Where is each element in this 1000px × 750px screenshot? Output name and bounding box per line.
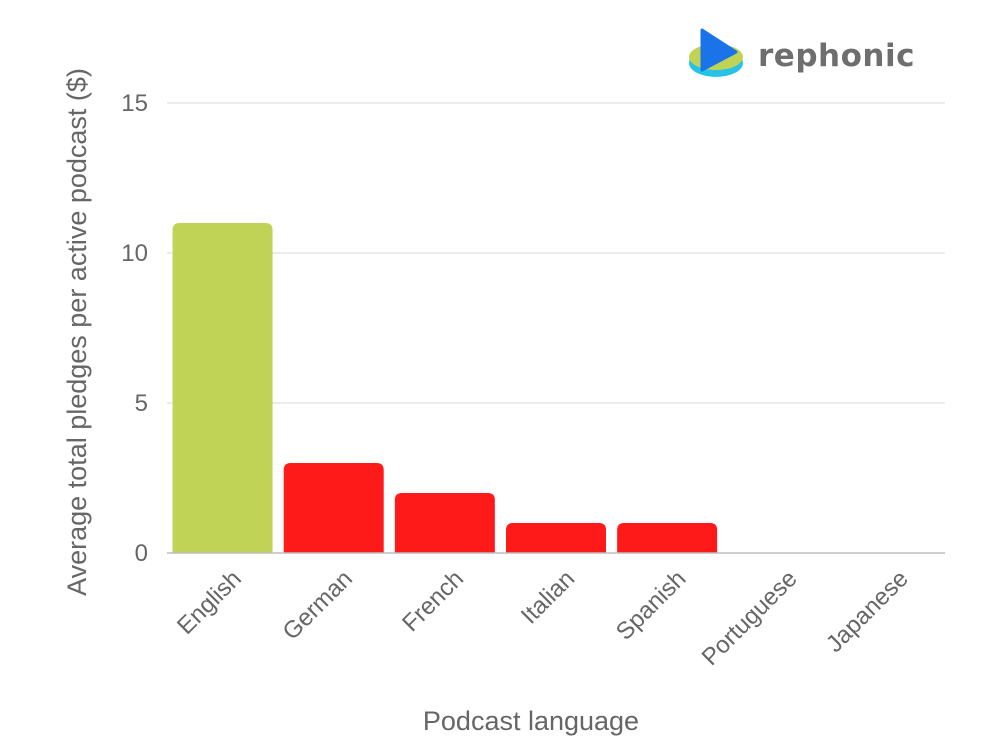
play-triangle <box>700 28 738 72</box>
grid-lines <box>167 102 945 404</box>
bar-french <box>394 493 495 553</box>
y-tick-label: 10 <box>121 240 148 267</box>
logo-text: rephonic <box>758 38 915 74</box>
x-tick-label: Portuguese <box>697 565 803 671</box>
y-tick-label: 15 <box>121 90 148 117</box>
y-tick-label: 5 <box>135 390 148 417</box>
x-tick-label: Japanese <box>821 565 914 658</box>
x-tick-label: German <box>278 565 358 645</box>
play-disc-icon <box>689 28 743 77</box>
x-tick-label: French <box>397 565 469 637</box>
bar-german <box>283 463 384 553</box>
bars <box>172 223 718 553</box>
bar-spanish <box>617 523 718 553</box>
y-axis-title: Average total pledges per active podcast… <box>62 68 92 596</box>
x-tick-label: English <box>172 565 247 640</box>
x-tick-label: Spanish <box>611 565 691 645</box>
y-tick-label: 0 <box>135 540 148 567</box>
x-tick-label: Italian <box>516 565 580 629</box>
rephonic-logo: rephonic <box>688 28 915 84</box>
bar-italian <box>506 523 606 553</box>
bar-english <box>172 223 273 553</box>
x-axis-title: Podcast language <box>423 706 639 736</box>
